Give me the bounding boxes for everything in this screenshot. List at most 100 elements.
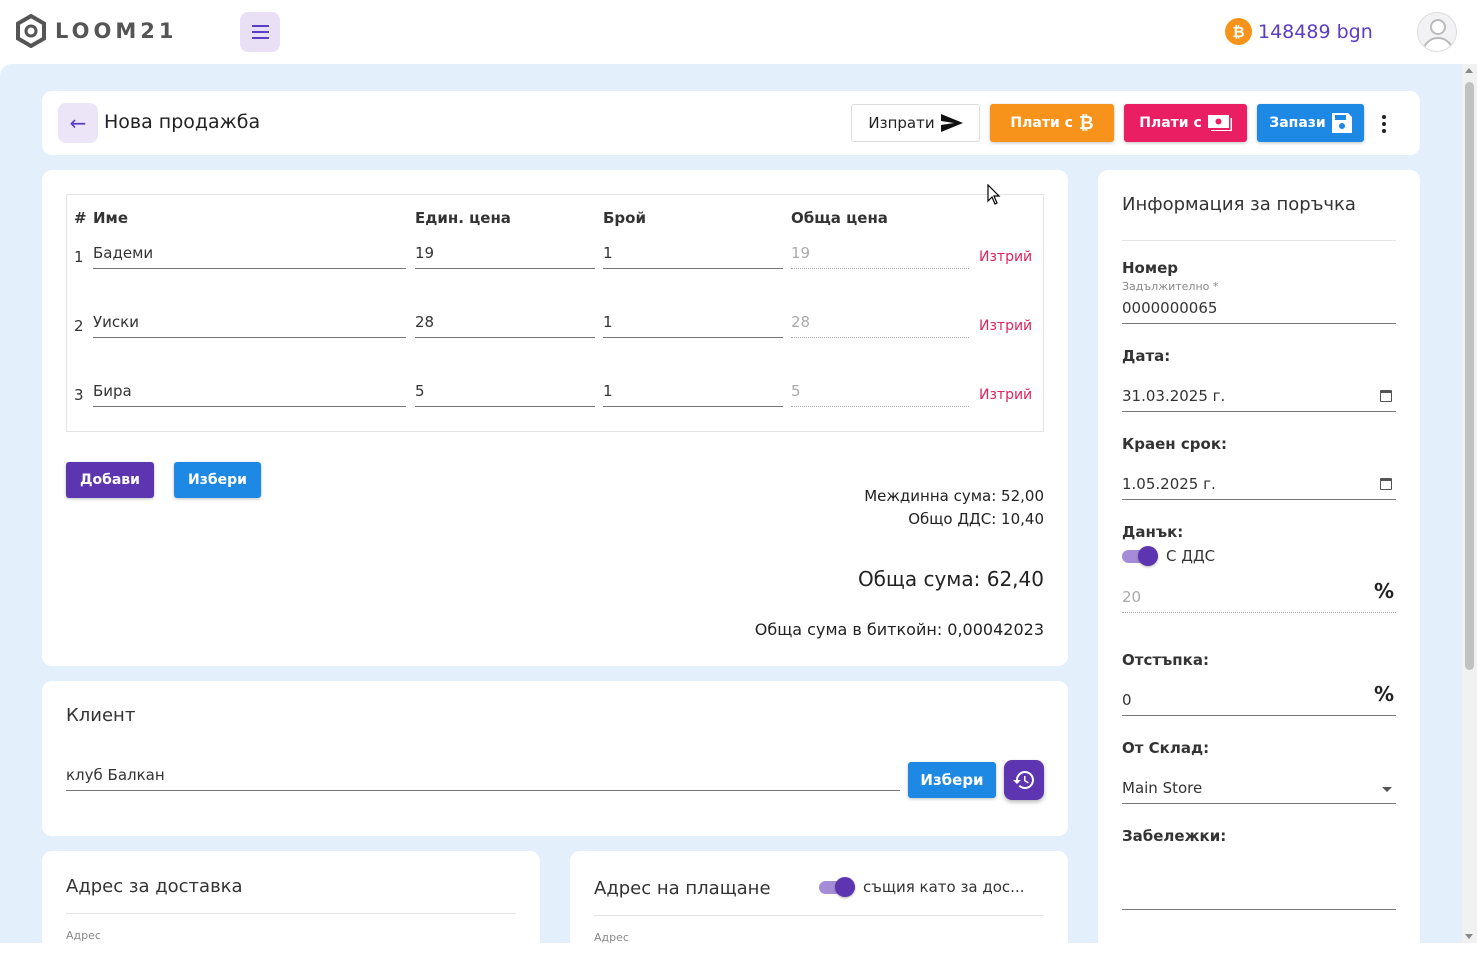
- quantity-input[interactable]: 1: [603, 243, 783, 269]
- vat-total: Общо ДДС: 10,40: [908, 510, 1044, 528]
- row-number: 1: [74, 248, 84, 266]
- order-info-title: Информация за поръчка: [1122, 194, 1356, 215]
- column-header-total: Обща цена: [791, 209, 888, 227]
- add-item-button[interactable]: Добави: [66, 462, 154, 498]
- history-button[interactable]: [1004, 760, 1044, 800]
- bitcoin-icon: ₿: [1078, 112, 1094, 134]
- row-number: 3: [74, 386, 84, 404]
- quantity-input[interactable]: 1: [603, 312, 783, 338]
- column-header-name: Име: [93, 209, 128, 227]
- store-select[interactable]: Main Store: [1122, 776, 1396, 804]
- menu-button[interactable]: [240, 12, 280, 52]
- payment-address-card: Адрес на плащане същия като за дос... Ад…: [570, 851, 1068, 951]
- avatar[interactable]: [1417, 12, 1457, 52]
- avatar-icon: [1430, 19, 1446, 35]
- back-button[interactable]: ←: [58, 103, 98, 143]
- discount-input[interactable]: 0 %: [1122, 682, 1396, 716]
- item-name-input[interactable]: Бира: [93, 381, 406, 407]
- scrollbar[interactable]: [1462, 64, 1477, 943]
- store-value: Main Store: [1122, 779, 1203, 797]
- percent-icon: %: [1373, 579, 1394, 603]
- bitcoin-total: Обща сума в биткойн: 0,00042023: [754, 620, 1044, 639]
- tax-rate-value: 20: [1122, 588, 1142, 606]
- calendar-icon[interactable]: [1380, 478, 1392, 490]
- scrollbar-thumb[interactable]: [1465, 82, 1474, 670]
- due-date-value: 1.05.2025 г.: [1122, 475, 1216, 493]
- date-input[interactable]: 31.03.2025 г.: [1122, 384, 1396, 412]
- back-arrow-icon: ←: [69, 111, 87, 135]
- unit-price-input[interactable]: 19: [415, 243, 595, 269]
- same-address-label: същия като за дос...: [863, 878, 1025, 896]
- notes-label: Забележки:: [1122, 827, 1227, 845]
- calendar-icon[interactable]: [1380, 390, 1392, 402]
- bitcoin-icon: ₿: [1225, 18, 1252, 45]
- save-label: Запази: [1269, 115, 1326, 131]
- delete-row-button[interactable]: Изтрий: [979, 249, 1033, 265]
- save-button[interactable]: Запази: [1257, 104, 1364, 142]
- history-icon: [1013, 771, 1034, 789]
- number-label: Номер: [1122, 259, 1179, 277]
- row-number: 2: [74, 317, 84, 335]
- due-date-input[interactable]: 1.05.2025 г.: [1122, 472, 1396, 500]
- send-label: Изпрати: [868, 114, 935, 132]
- notes-textarea[interactable]: [1122, 864, 1396, 910]
- cash-icon: [1207, 115, 1232, 131]
- delete-row-button[interactable]: Изтрий: [979, 318, 1033, 334]
- subtotal: Междинна сума: 52,00: [864, 487, 1044, 505]
- payment-address-label: Адрес: [594, 931, 629, 944]
- send-button[interactable]: Изпрати: [851, 104, 980, 142]
- discount-value: 0: [1122, 691, 1132, 709]
- divider: [1122, 240, 1396, 241]
- due-date-label: Краен срок:: [1122, 435, 1227, 453]
- required-hint: Задължително *: [1122, 280, 1219, 293]
- column-header-unit-price: Един. цена: [415, 209, 511, 227]
- pay-cash-label: Плати с: [1139, 115, 1202, 131]
- pick-client-button[interactable]: Избери: [908, 762, 996, 798]
- order-info-card: Информация за поръчка Номер Задължително…: [1098, 170, 1420, 960]
- item-name-input[interactable]: Уиски: [93, 312, 406, 338]
- delivery-address-title: Адрес за доставка: [66, 876, 243, 897]
- payment-address-title: Адрес на плащане: [594, 878, 771, 899]
- top-bar: LOOM21 ₿ 148489 bgn: [0, 0, 1477, 64]
- delete-row-button[interactable]: Изтрий: [979, 387, 1033, 403]
- pay-bitcoin-button[interactable]: Плати с ₿: [990, 104, 1114, 142]
- page-title: Нова продажба: [104, 111, 261, 133]
- client-card: Клиент клуб Балкан Избери: [42, 681, 1068, 836]
- vat-toggle-label: С ДДС: [1166, 547, 1216, 565]
- balance-amount: 148489 bgn: [1258, 20, 1373, 43]
- items-card: # Име Един. цена Брой Обща цена 1 Бадеми…: [42, 170, 1068, 666]
- page-header: ← Нова продажба Изпрати Плати с ₿ Плати …: [42, 91, 1420, 155]
- delivery-address-card: Адрес за доставка Адрес: [42, 851, 540, 951]
- divider: [66, 913, 516, 914]
- vat-toggle[interactable]: [1122, 545, 1158, 567]
- items-table: # Име Един. цена Брой Обща цена 1 Бадеми…: [66, 194, 1044, 432]
- tax-label: Данък:: [1122, 523, 1184, 541]
- pick-item-button[interactable]: Избери: [174, 462, 261, 498]
- unit-price-input[interactable]: 28: [415, 312, 595, 338]
- dropdown-caret-icon: [1382, 787, 1392, 792]
- column-header-number: #: [74, 209, 87, 227]
- item-name-input[interactable]: Бадеми: [93, 243, 406, 269]
- tax-rate-field: 20 %: [1122, 579, 1396, 613]
- client-title: Клиент: [66, 705, 136, 726]
- pay-cash-button[interactable]: Плати с: [1124, 104, 1247, 142]
- send-icon: [940, 114, 963, 132]
- unit-price-input[interactable]: 5: [415, 381, 595, 407]
- mouse-cursor-icon: [987, 184, 1001, 205]
- logo[interactable]: LOOM21: [14, 14, 177, 48]
- balance-display: ₿ 148489 bgn: [1225, 18, 1373, 45]
- client-input[interactable]: клуб Балкан: [66, 765, 900, 791]
- date-value: 31.03.2025 г.: [1122, 387, 1226, 405]
- save-icon: [1331, 113, 1352, 133]
- divider: [594, 915, 1044, 916]
- quantity-input[interactable]: 1: [603, 381, 783, 407]
- total-price-field: 5: [791, 381, 969, 407]
- total-price-field: 19: [791, 243, 969, 269]
- total-price-field: 28: [791, 312, 969, 338]
- more-vert-icon[interactable]: [1382, 115, 1386, 133]
- grand-total: Обща сума: 62,40: [857, 567, 1044, 591]
- logo-icon: [16, 14, 46, 48]
- same-address-toggle[interactable]: [819, 876, 855, 898]
- column-header-quantity: Брой: [603, 209, 646, 227]
- order-number-input[interactable]: 0000000065: [1122, 296, 1396, 324]
